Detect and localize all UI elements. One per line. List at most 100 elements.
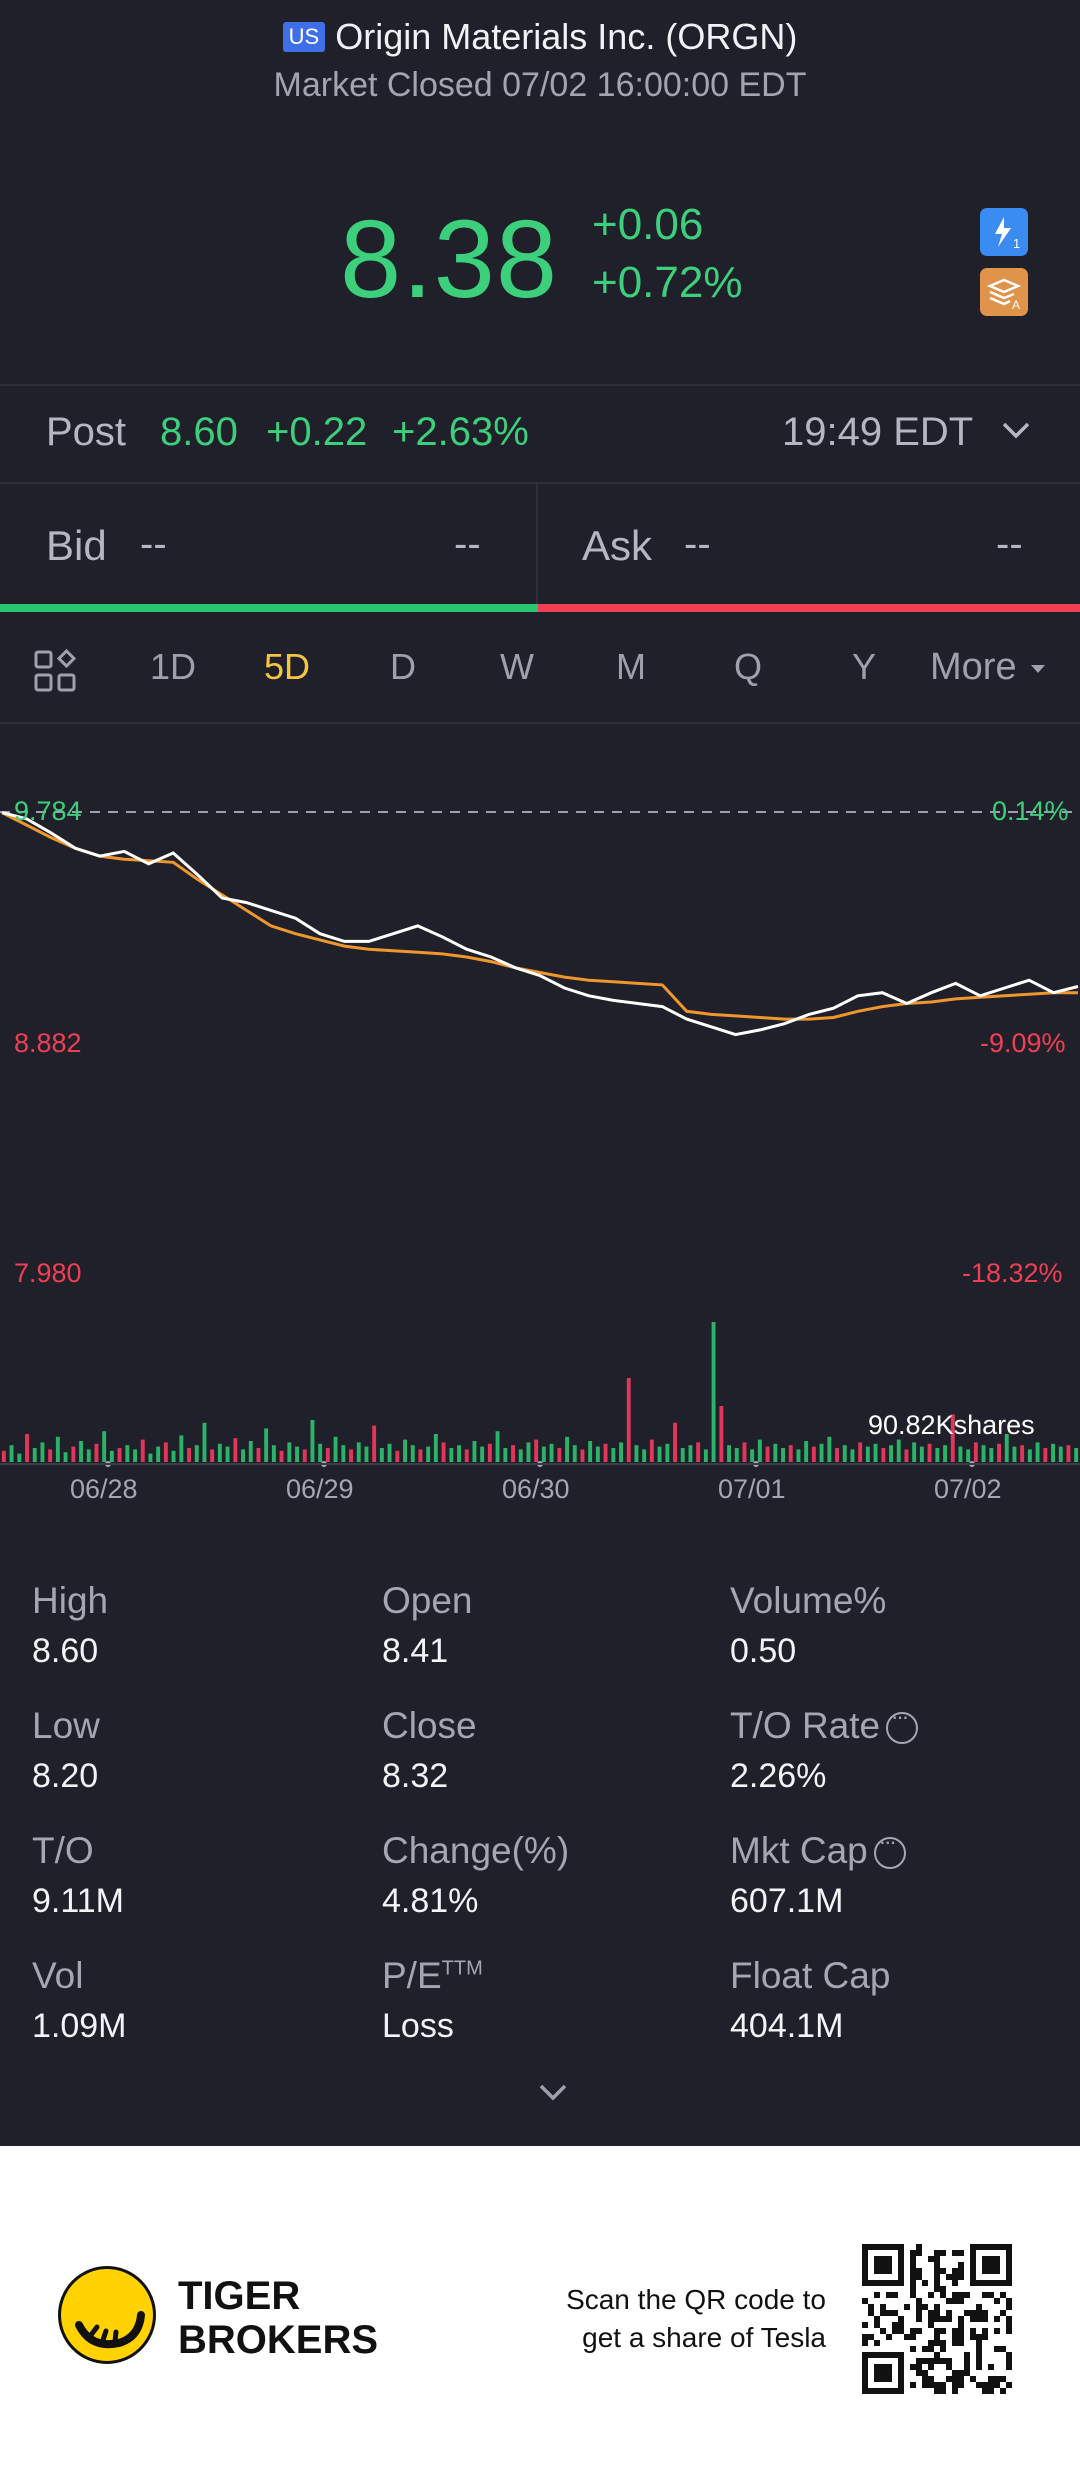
volume-bar — [1051, 1443, 1055, 1462]
volume-bar — [1066, 1445, 1071, 1462]
volume-bar — [1058, 1446, 1063, 1462]
average-line — [1, 811, 1078, 1021]
volume-bar — [804, 1441, 809, 1462]
volume-bar — [688, 1445, 693, 1462]
info-icon[interactable] — [873, 1829, 906, 1870]
price-chart[interactable] — [0, 720, 1080, 1520]
price-change-percent: +0.72% — [592, 258, 743, 307]
volume-bar — [441, 1442, 446, 1462]
volume-bar — [1020, 1445, 1025, 1462]
volume-bar — [680, 1448, 685, 1462]
volume-bar — [572, 1445, 577, 1462]
tab-y[interactable]: Y — [852, 646, 877, 687]
stat-vol-label: Vol — [32, 1955, 84, 1996]
volume-bar — [534, 1439, 539, 1462]
volume-bar — [1027, 1449, 1032, 1462]
volume-bar — [102, 1431, 107, 1462]
info-icon[interactable] — [886, 1704, 919, 1745]
volume-bar — [943, 1445, 947, 1462]
volume-bar — [472, 1441, 477, 1462]
volume-bar — [187, 1448, 191, 1462]
volume-bar — [788, 1445, 793, 1462]
ask-ratio-bar — [538, 604, 1080, 612]
volume-bar — [665, 1443, 670, 1462]
scan-text-line2: get a share of Tesla — [582, 2322, 826, 2353]
volume-bar — [1043, 1448, 1048, 1462]
tab-d[interactable]: D — [390, 646, 416, 687]
tab-5d[interactable]: 5D — [264, 646, 311, 687]
volume-bar — [619, 1442, 623, 1462]
volume-bar — [17, 1453, 22, 1462]
volume-bar — [865, 1446, 870, 1462]
stat-pe-label: P/ETTM — [382, 1955, 483, 1997]
volume-bar — [719, 1406, 724, 1462]
volume-bar — [418, 1449, 423, 1462]
volume-bar — [86, 1449, 91, 1462]
volume-bar — [811, 1446, 816, 1462]
x-label: 06/28 — [70, 1474, 138, 1504]
stat-to-label: T/O — [32, 1830, 94, 1871]
tab-q[interactable]: Q — [734, 646, 763, 687]
stat-float-cap-label: Float Cap — [730, 1955, 891, 1996]
volume-bar — [302, 1449, 307, 1462]
stat-pe-text: P/E — [382, 1955, 442, 1996]
volume-bar — [850, 1449, 855, 1462]
bid-ask-divider — [536, 484, 538, 604]
volume-bar — [117, 1448, 122, 1462]
lightning-icon[interactable]: 1 — [980, 208, 1028, 256]
tab-w[interactable]: W — [500, 646, 534, 687]
tiger-logo-icon — [58, 2266, 156, 2364]
divider — [0, 384, 1080, 386]
period-tabs: 1D 5D D W M Q Y More — [0, 630, 1080, 710]
stat-mkt-cap-text: Mkt Cap — [730, 1830, 868, 1871]
stat-to-rate-value: 2.26% — [730, 1757, 827, 1795]
stat-to-rate-label: T/O Rate — [730, 1704, 919, 1747]
volume-bar — [248, 1441, 253, 1462]
volume-bar — [125, 1445, 130, 1462]
volume-bar — [379, 1448, 384, 1462]
volume-bar — [403, 1439, 407, 1462]
stat-change-value: 4.81% — [382, 1882, 479, 1920]
volume-bar — [642, 1449, 647, 1462]
volume-bar — [287, 1442, 292, 1462]
volume-bar — [94, 1443, 99, 1462]
stat-vol-value: 1.09M — [32, 2007, 127, 2045]
chevron-down-icon[interactable] — [998, 412, 1034, 453]
stat-volume-pct-label: Volume% — [730, 1580, 887, 1621]
volume-bar — [295, 1446, 299, 1462]
volume-bar — [140, 1439, 145, 1462]
x-label: 07/02 — [934, 1474, 1002, 1504]
volume-bar — [696, 1442, 701, 1462]
volume-bar — [225, 1446, 230, 1462]
grid-icon[interactable] — [32, 648, 78, 699]
tab-m[interactable]: M — [616, 646, 646, 687]
post-change: +0.22 — [266, 410, 368, 454]
scan-text-line1: Scan the QR code to — [566, 2284, 826, 2315]
stat-pe-sup: TTM — [441, 1957, 483, 1980]
post-label: Post — [46, 410, 127, 454]
stat-open-value: 8.41 — [382, 1632, 449, 1670]
volume-bar — [233, 1438, 238, 1462]
volume-bar — [1004, 1434, 1009, 1462]
tab-1d[interactable]: 1D — [150, 646, 197, 687]
volume-bar — [356, 1442, 361, 1462]
volume-bar — [950, 1414, 955, 1462]
more-label: More — [930, 646, 1017, 688]
volume-bar — [271, 1445, 276, 1462]
volume-bar — [881, 1448, 886, 1462]
volume-bar — [1, 1450, 6, 1462]
y-label-left-mid: 8.882 — [14, 1028, 82, 1058]
volume-bar — [742, 1442, 747, 1462]
volume-bar — [989, 1448, 994, 1462]
volume-bar — [603, 1443, 608, 1462]
volume-bar — [163, 1442, 168, 1462]
tab-more[interactable]: More — [930, 646, 1049, 689]
volume-bar — [341, 1445, 346, 1462]
layers-icon[interactable]: A — [980, 268, 1028, 316]
expand-chevron-icon[interactable] — [536, 2078, 570, 2111]
volume-bar — [48, 1449, 53, 1462]
volume-bar — [611, 1448, 616, 1462]
volume-bar — [912, 1442, 917, 1462]
volume-bar — [835, 1448, 839, 1462]
volume-bar — [765, 1446, 770, 1462]
